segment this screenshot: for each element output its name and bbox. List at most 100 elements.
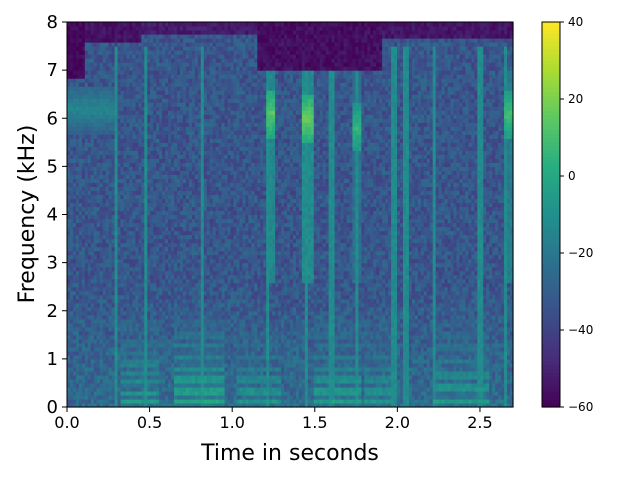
heatmap-cell (123, 146, 128, 151)
heatmap-cell (185, 394, 190, 400)
heatmap-cell (215, 266, 220, 272)
heatmap-cell (105, 214, 110, 220)
heatmap-cell (102, 190, 107, 196)
heatmap-cell (120, 250, 125, 256)
heatmap-cell (185, 74, 190, 79)
heatmap-cell (209, 298, 214, 304)
heatmap-cell (197, 182, 202, 188)
heatmap-cell (117, 82, 122, 87)
heatmap-cell (162, 82, 166, 87)
heatmap-cell (81, 58, 86, 63)
heatmap-cell (156, 274, 160, 280)
heatmap-cell (179, 230, 184, 236)
heatmap-cell (123, 154, 128, 159)
heatmap-cell (84, 366, 89, 372)
heatmap-cell (174, 362, 178, 368)
heatmap-cell (111, 262, 116, 268)
heatmap-cell (117, 326, 122, 332)
heatmap-cell (93, 262, 98, 268)
heatmap-cell (93, 106, 98, 111)
heatmap-cell (200, 66, 205, 71)
heatmap-cell (203, 310, 208, 316)
heatmap-cell (212, 158, 217, 163)
heatmap-cell (69, 322, 74, 328)
heatmap-cell (212, 74, 217, 79)
heatmap-cell (203, 386, 208, 392)
heatmap-cell (182, 222, 187, 228)
heatmap-cell (108, 30, 113, 35)
heatmap-cell (87, 178, 92, 184)
heatmap-cell (132, 50, 136, 55)
heatmap-cell (69, 366, 74, 372)
heatmap-cell (162, 62, 166, 67)
heatmap-cell (147, 138, 151, 143)
heatmap-cell (111, 402, 116, 408)
heatmap-cell (203, 78, 208, 83)
heatmap-cell (93, 394, 98, 400)
heatmap-cell (177, 286, 181, 292)
heatmap-cell (81, 66, 86, 71)
heatmap-cell (191, 166, 196, 171)
heatmap-cell (174, 118, 178, 123)
heatmap-cell (123, 398, 128, 404)
heatmap-cell (132, 274, 136, 280)
heatmap-cell (117, 230, 122, 236)
heatmap-cell (84, 82, 89, 87)
heatmap-cell (182, 254, 187, 260)
heatmap-cell (197, 238, 202, 244)
heatmap-cell (105, 230, 110, 236)
heatmap-cell (209, 102, 214, 107)
heatmap-cell (90, 102, 95, 107)
heatmap-cell (188, 322, 193, 328)
heatmap-cell (162, 158, 166, 163)
heatmap-cell (84, 290, 89, 296)
heatmap-cell (75, 102, 80, 107)
heatmap-cell (191, 118, 196, 123)
heatmap-cell (218, 210, 223, 216)
heatmap-cell (129, 122, 134, 127)
heatmap-cell (84, 178, 89, 184)
heatmap-cell (156, 326, 160, 332)
heatmap-cell (126, 182, 131, 188)
heatmap-cell (87, 70, 92, 75)
heatmap-cell (174, 282, 178, 288)
heatmap-cell (84, 158, 89, 163)
heatmap-cell (75, 114, 80, 119)
heatmap-cell (120, 330, 125, 336)
heatmap-cell (218, 326, 223, 332)
heatmap-cell (144, 382, 148, 388)
heatmap-cell (99, 70, 104, 75)
heatmap-cell (194, 402, 199, 408)
heatmap-cell (218, 54, 223, 59)
heatmap-cell (69, 50, 74, 55)
heatmap-cell (168, 222, 172, 228)
heatmap-cell (162, 74, 166, 79)
heatmap-cell (171, 178, 175, 184)
heatmap-cell (174, 42, 178, 47)
heatmap-cell (162, 70, 166, 75)
heatmap-cell (123, 110, 128, 115)
heatmap-cell (132, 42, 136, 47)
heatmap-cell (120, 162, 125, 167)
heatmap-cell (168, 46, 172, 51)
heatmap-cell (117, 302, 122, 308)
heatmap-cell (150, 242, 154, 248)
heatmap-cell (197, 38, 202, 43)
heatmap-cell (147, 202, 151, 208)
heatmap-cell (129, 270, 134, 276)
heatmap-cell (197, 398, 202, 404)
heatmap-cell (191, 378, 196, 384)
heatmap-cell (206, 154, 211, 159)
heatmap-cell (144, 342, 148, 348)
heatmap-cell (67, 218, 71, 224)
heatmap-cell (114, 86, 119, 91)
heatmap-cell (159, 278, 163, 284)
heatmap-cell (141, 326, 145, 332)
heatmap-cell (209, 142, 214, 147)
heatmap-cell (129, 146, 134, 151)
heatmap-cell (108, 42, 113, 47)
heatmap-cell (135, 314, 139, 320)
heatmap-cell (132, 326, 136, 332)
heatmap-cell (179, 190, 184, 196)
heatmap-cell (168, 382, 172, 388)
